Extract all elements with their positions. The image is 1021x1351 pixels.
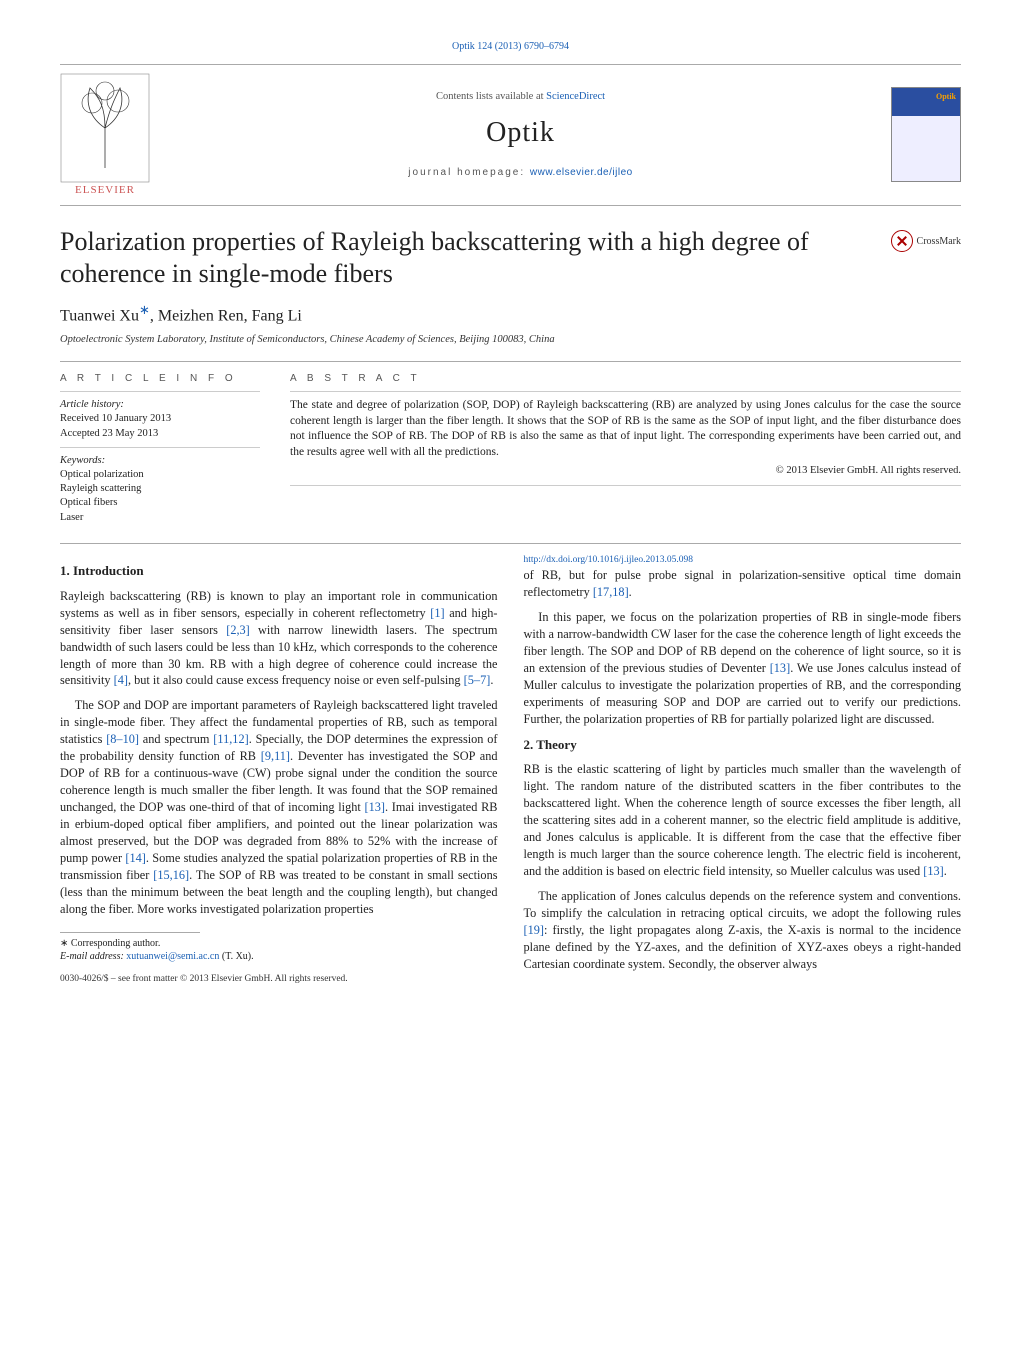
theory-p2: The application of Jones calculus depend…: [524, 888, 962, 973]
intro-p3: of RB, but for pulse probe signal in pol…: [524, 567, 962, 601]
footnote-rule: [60, 932, 200, 933]
header-center: Contents lists available at ScienceDirec…: [150, 90, 891, 179]
theory-p1: RB is the elastic scattering of light by…: [524, 761, 962, 880]
ref-link[interactable]: [13]: [365, 800, 386, 814]
ref-link[interactable]: [11,12]: [213, 732, 248, 746]
divider: [60, 361, 961, 362]
citation-link[interactable]: Optik 124 (2013) 6790–6794: [60, 40, 961, 54]
authors-rest: , Meizhen Ren, Fang Li: [150, 307, 302, 324]
body-columns: 1. Introduction Rayleigh backscattering …: [60, 554, 961, 989]
history-heading: Article history:: [60, 399, 124, 410]
keywords-heading: Keywords:: [60, 455, 105, 466]
section-heading-intro: 1. Introduction: [60, 562, 498, 580]
keyword: Optical fibers: [60, 496, 260, 510]
keyword: Rayleigh scattering: [60, 482, 260, 496]
publisher-name: ELSEVIER: [60, 183, 150, 198]
email-link[interactable]: xutuanwei@semi.ac.cn: [126, 951, 219, 962]
abstract-copyright: © 2013 Elsevier GmbH. All rights reserve…: [290, 464, 961, 478]
contents-line: Contents lists available at ScienceDirec…: [150, 90, 891, 104]
ref-link[interactable]: [14]: [125, 851, 146, 865]
email-tail: (T. Xu).: [219, 951, 253, 962]
ref-link[interactable]: [2,3]: [226, 623, 250, 637]
ref-link[interactable]: [5–7]: [464, 673, 491, 687]
intro-p4: In this paper, we focus on the polarizat…: [524, 609, 962, 728]
authors-line: Tuanwei Xu∗, Meizhen Ren, Fang Li: [60, 301, 961, 327]
crossmark-label: CrossMark: [917, 235, 961, 249]
ref-link[interactable]: [15,16]: [153, 868, 189, 882]
ref-link[interactable]: [17,18]: [593, 585, 629, 599]
journal-header: ELSEVIER Contents lists available at Sci…: [60, 64, 961, 207]
homepage-url[interactable]: www.elsevier.de/ijleo: [530, 167, 633, 178]
journal-homepage: journal homepage: www.elsevier.de/ijleo: [150, 166, 891, 180]
elsevier-tree-icon: [60, 73, 150, 183]
corresponding-star: ∗: [139, 302, 150, 317]
article-info-col: A R T I C L E I N F O Article history: R…: [60, 372, 260, 525]
ref-link[interactable]: [13]: [923, 864, 944, 878]
ref-link[interactable]: [8–10]: [106, 732, 139, 746]
abstract-col: A B S T R A C T The state and degree of …: [290, 372, 961, 525]
ref-link[interactable]: [19]: [524, 923, 545, 937]
received-date: Received 10 January 2013: [60, 412, 260, 426]
footnote-block: ∗ Corresponding author. E-mail address: …: [60, 937, 498, 963]
sciencedirect-link[interactable]: ScienceDirect: [546, 91, 605, 102]
article-info-heading: A R T I C L E I N F O: [60, 372, 260, 386]
article-title: Polarization properties of Rayleigh back…: [60, 226, 877, 288]
ref-link[interactable]: [9,11]: [261, 749, 290, 763]
homepage-label: journal homepage:: [408, 167, 530, 178]
accepted-date: Accepted 23 May 2013: [60, 427, 260, 441]
abstract-text: The state and degree of polarization (SO…: [290, 398, 961, 460]
corr-author-note: ∗ Corresponding author.: [60, 937, 498, 950]
crossmark-icon: [891, 230, 913, 252]
author-1: Tuanwei Xu: [60, 307, 139, 324]
email-label: E-mail address:: [60, 951, 126, 962]
journal-cover-thumb: Optik: [891, 87, 961, 182]
abstract-heading: A B S T R A C T: [290, 372, 961, 386]
intro-p2: The SOP and DOP are important parameters…: [60, 697, 498, 918]
intro-p1: Rayleigh backscattering (RB) is known to…: [60, 588, 498, 690]
divider: [60, 543, 961, 544]
doi-link[interactable]: http://dx.doi.org/10.1016/j.ijleo.2013.0…: [524, 555, 694, 565]
publisher-logo-block: ELSEVIER: [60, 73, 150, 198]
crossmark-badge[interactable]: CrossMark: [891, 230, 961, 252]
ref-link[interactable]: [4]: [114, 673, 128, 687]
keyword: Optical polarization: [60, 468, 260, 482]
cover-badge: Optik: [936, 92, 956, 103]
ref-link[interactable]: [13]: [770, 661, 791, 675]
ref-link[interactable]: [1]: [430, 606, 444, 620]
journal-name: Optik: [150, 114, 891, 152]
affiliation: Optoelectronic System Laboratory, Instit…: [60, 333, 961, 347]
contents-text: Contents lists available at: [436, 91, 546, 102]
section-heading-theory: 2. Theory: [524, 736, 962, 754]
footer-copyright: 0030-4026/$ – see front matter © 2013 El…: [60, 973, 498, 986]
keyword: Laser: [60, 511, 260, 525]
